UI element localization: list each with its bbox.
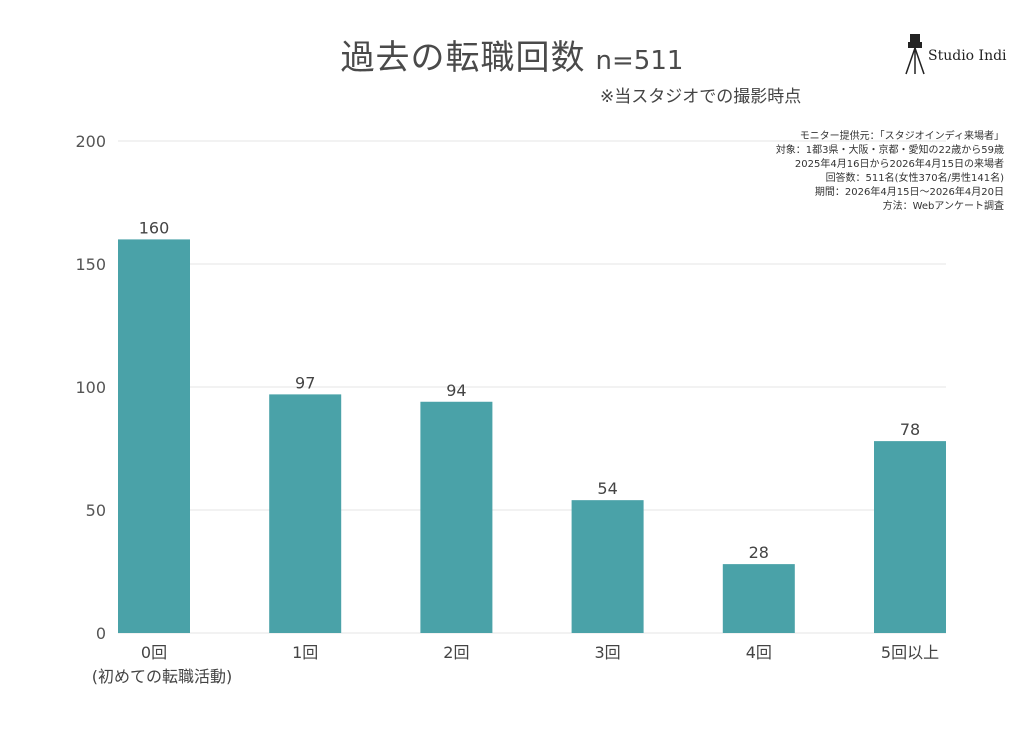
data-label: 54: [597, 479, 617, 498]
logo-text: Studio Indi: [928, 48, 1007, 64]
chart-title: 過去の転職回数: [340, 38, 586, 78]
sample-size-label: n=511: [595, 46, 684, 76]
note-line: 回答数：511名(女性370名/男性141名): [825, 173, 1004, 184]
note-line: 対象：1都3県・大阪・京都・愛知の22歳から59歳: [775, 145, 1004, 156]
y-tick-label: 0: [96, 624, 106, 643]
x-tick-label: 1回: [292, 643, 318, 662]
bar: [118, 239, 190, 633]
x-tick-label: 0回: [141, 643, 167, 662]
data-label: 78: [900, 420, 920, 439]
chart-title-block: 過去の転職回数 n=511: [0, 30, 1024, 79]
x-tick-label: 3回: [595, 643, 621, 662]
note-line: 2025年4月16日から2026年4月15日の来場者: [794, 159, 1004, 170]
y-tick-label: 200: [75, 132, 106, 151]
survey-notes: モニター提供元：「スタジオインディ来場者」 対象：1都3県・大阪・京都・愛知の2…: [776, 130, 1004, 214]
camera-tripod-icon: [905, 34, 925, 75]
note-line: 方法：Webアンケート調査: [882, 201, 1004, 212]
data-label: 28: [749, 543, 769, 562]
chart-subtitle: ※当スタジオでの撮影時点: [600, 87, 802, 107]
x-tick-label: 2回: [443, 643, 469, 662]
y-tick-label: 50: [86, 501, 106, 520]
bar: [571, 500, 644, 633]
bar: [269, 394, 342, 633]
bar: [874, 441, 946, 633]
note-line: モニター提供元：「スタジオインディ来場者」: [799, 131, 1004, 142]
note-line: 期間：2026年4月15日〜2026年4月20日: [814, 187, 1004, 198]
x-tick-sublabel: (初めての転職活動): [92, 667, 233, 686]
bar: [722, 564, 795, 633]
x-tick-label: 5回以上: [881, 643, 939, 662]
y-tick-label: 150: [75, 255, 106, 274]
data-label: 94: [446, 381, 466, 400]
data-label: 97: [295, 373, 315, 392]
bar: [420, 401, 493, 633]
x-tick-label: 4回: [746, 643, 772, 662]
data-label: 160: [139, 218, 170, 237]
y-tick-label: 100: [75, 378, 106, 397]
